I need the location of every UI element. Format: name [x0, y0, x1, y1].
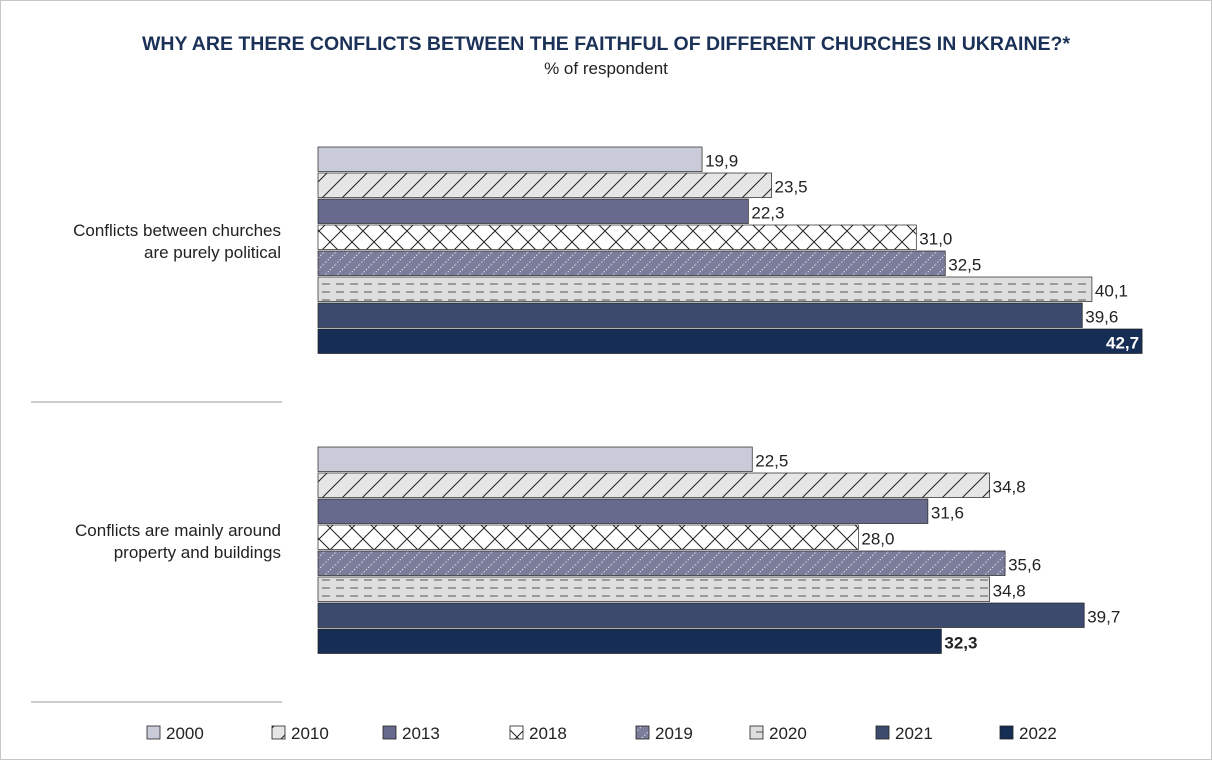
legend-label-2018: 2018: [529, 724, 567, 743]
category-label: Conflicts between churches: [73, 221, 281, 240]
bar-2013-2: [317, 498, 929, 524]
bar-2010-2: [317, 472, 990, 498]
data-label: 40,1: [1095, 282, 1128, 301]
data-label: 32,3: [944, 634, 977, 653]
chart-subtitle: % of respondent: [544, 59, 668, 78]
data-label: 34,8: [993, 582, 1026, 601]
bar-2020-1: [317, 276, 1093, 302]
data-label: 31,6: [931, 504, 964, 523]
bar-2022-2: [317, 628, 942, 654]
legend-label-2000: 2000: [166, 724, 204, 743]
bar-2018-1: [317, 224, 917, 250]
bar-2021-2: [317, 602, 1085, 628]
data-label: 19,9: [705, 152, 738, 171]
legend-swatch-2013: [382, 725, 397, 740]
data-label: 39,6: [1085, 308, 1118, 327]
bar-2010-1: [317, 172, 772, 198]
legend-swatch-2021: [875, 725, 890, 740]
legend-label-2013: 2013: [402, 724, 440, 743]
bar-2013-1: [317, 198, 749, 224]
legend-label-2020: 2020: [769, 724, 807, 743]
data-label: 22,5: [755, 452, 788, 471]
category-label: property and buildings: [114, 543, 281, 562]
legend-swatch-2019: [635, 725, 650, 740]
legend-swatch-2022: [999, 725, 1014, 740]
bar-2019-2: [317, 550, 1006, 576]
bar-2000-1: [317, 146, 703, 172]
data-label: 42,7: [1106, 334, 1139, 353]
legend-swatch-2000: [146, 725, 161, 740]
data-label: 22,3: [751, 204, 784, 223]
legend-label-2021: 2021: [895, 724, 933, 743]
data-label: 34,8: [993, 478, 1026, 497]
data-label: 23,5: [775, 178, 808, 197]
bar-2018-2: [317, 524, 859, 550]
legend-label-2019: 2019: [655, 724, 693, 743]
legend-swatch-2010: [271, 725, 286, 740]
legend-swatch-2018: [509, 725, 524, 740]
legend-label-2022: 2022: [1019, 724, 1057, 743]
legend-swatch-2020: [749, 725, 764, 740]
category-label: Conflicts are mainly around: [75, 521, 281, 540]
bar-2000-2: [317, 446, 753, 472]
data-label: 35,6: [1008, 556, 1041, 575]
bar-2021-1: [317, 302, 1083, 328]
bar-2020-2: [317, 576, 990, 602]
data-label: 32,5: [948, 256, 981, 275]
bar-2022-1: [317, 328, 1143, 354]
data-label: 39,7: [1087, 608, 1120, 627]
legend-label-2010: 2010: [291, 724, 329, 743]
chart-title: WHY ARE THERE CONFLICTS BETWEEN THE FAIT…: [141, 33, 1071, 55]
data-label: 28,0: [861, 530, 894, 549]
bar-2019-1: [317, 250, 946, 276]
category-label: are purely political: [144, 243, 281, 262]
data-label: 31,0: [919, 230, 952, 249]
